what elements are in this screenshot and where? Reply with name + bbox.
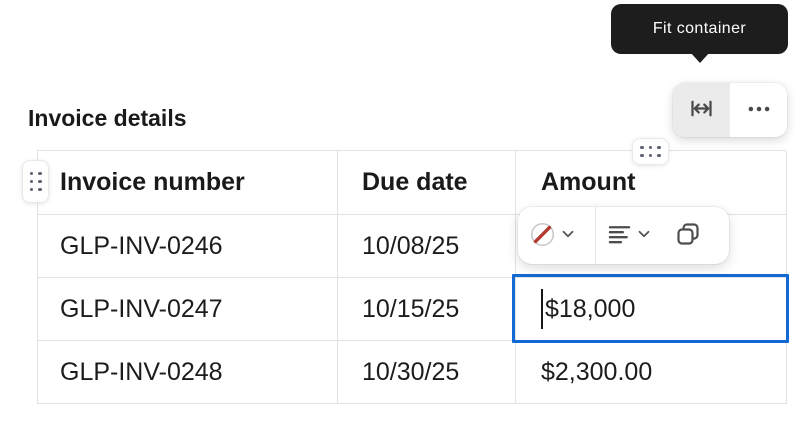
fit-width-icon — [688, 95, 715, 125]
table-cell[interactable]: GLP-INV-0246 — [38, 215, 338, 278]
copy-button[interactable] — [675, 221, 701, 250]
column-header-invoice-number[interactable]: Invoice number — [38, 151, 338, 215]
tooltip-label: Fit container — [652, 20, 747, 37]
table-cell[interactable]: $2,300.00 — [516, 341, 787, 404]
text-align-dropdown[interactable] — [637, 227, 651, 244]
toolbar-divider — [595, 207, 596, 264]
text-cursor — [541, 289, 543, 329]
no-fill-icon — [530, 222, 555, 250]
tooltip-arrow — [690, 52, 710, 63]
table-cell[interactable]: GLP-INV-0247 — [38, 278, 338, 341]
column-header-due-date[interactable]: Due date — [338, 151, 516, 215]
chevron-down-icon — [637, 227, 651, 244]
invoice-table: Invoice number Due date Amount GLP-INV-0… — [37, 150, 787, 404]
table-cell[interactable]: 10/08/25 — [338, 215, 516, 278]
row-drag-handle[interactable] — [22, 160, 49, 203]
fill-color-dropdown[interactable] — [561, 227, 575, 244]
cell-value: $18,000 — [545, 294, 636, 323]
page-title: Invoice details — [28, 105, 187, 131]
table-options-toolbar — [673, 83, 787, 137]
cell-format-toolbar — [518, 207, 729, 264]
drag-dots-icon — [640, 145, 661, 158]
align-left-icon — [608, 223, 631, 249]
column-drag-handle[interactable] — [632, 138, 669, 165]
more-options-button[interactable] — [730, 83, 787, 137]
fill-color-button[interactable] — [530, 222, 555, 250]
text-align-button[interactable] — [608, 223, 631, 249]
table-cell[interactable]: GLP-INV-0248 — [38, 341, 338, 404]
chevron-down-icon — [561, 227, 575, 244]
copy-icon — [675, 221, 701, 250]
table-cell[interactable]: 10/15/25 — [338, 278, 516, 341]
table-cell[interactable]: 10/30/25 — [338, 341, 516, 404]
fit-container-button[interactable] — [673, 83, 730, 137]
table-cell-selected[interactable]: $18,000 — [516, 278, 787, 341]
tooltip-fit-container: Fit container — [611, 4, 788, 63]
ellipsis-icon — [746, 96, 772, 125]
drag-dots-icon — [29, 171, 42, 192]
